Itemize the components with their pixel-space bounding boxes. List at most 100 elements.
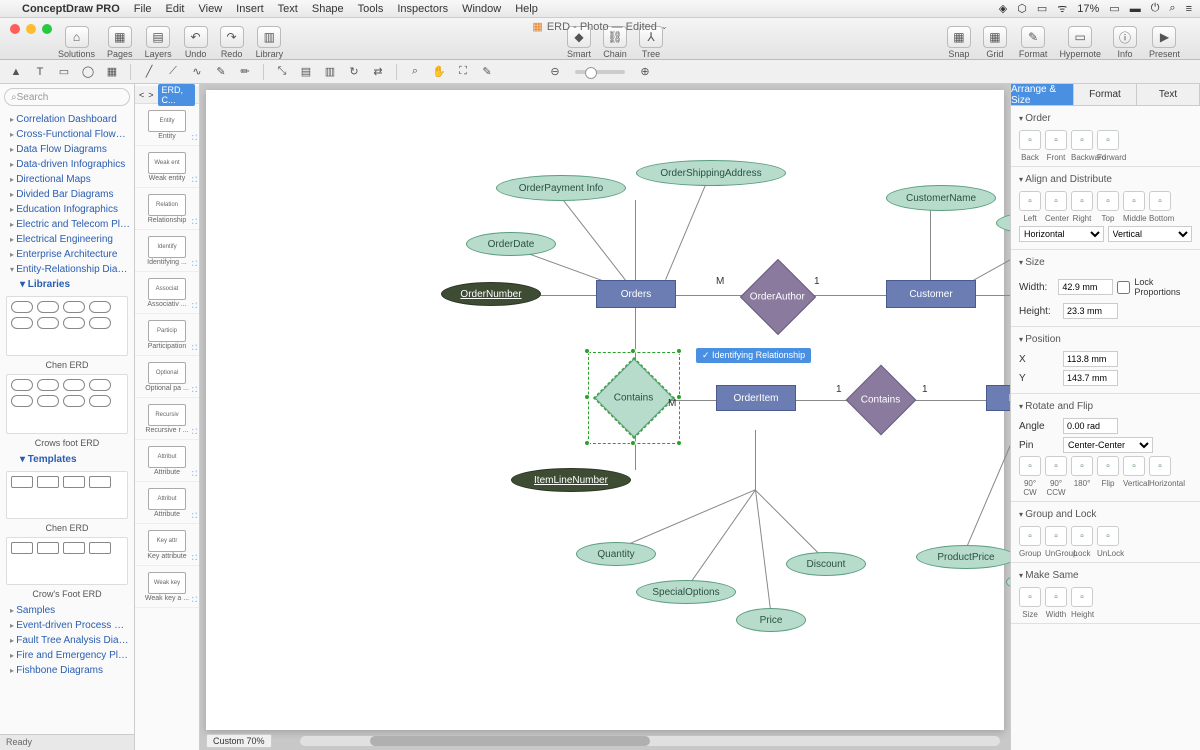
present-button[interactable]: ▶ [1152, 26, 1176, 48]
shape-attribute[interactable]: AttributAttribute⛶ [135, 482, 199, 524]
attr-producttype[interactable]: ProductType [1006, 570, 1010, 594]
zoom-slider[interactable] [575, 70, 625, 74]
selection-handle[interactable] [584, 440, 590, 446]
order-forward[interactable]: ▫ [1097, 130, 1119, 150]
eyedrop-tool[interactable]: ✎ [477, 63, 497, 81]
edge[interactable] [755, 490, 771, 610]
hypernote-button[interactable]: ▭ [1068, 26, 1092, 48]
toolbar-hypernote[interactable]: ▭Hypernote [1059, 26, 1101, 59]
toolbar-layers[interactable]: ▤Layers [145, 26, 172, 59]
order-back[interactable]: ▫ [1019, 130, 1041, 150]
nav-data-driven-infographics[interactable]: Data-driven Infographics [0, 157, 134, 172]
nav-electrical-engineering[interactable]: Electrical Engineering [0, 232, 134, 247]
y-input[interactable] [1063, 370, 1118, 386]
flip-tool[interactable]: ⇄ [368, 63, 388, 81]
image-tool[interactable]: ▦ [102, 63, 122, 81]
pages-button[interactable]: ▦ [108, 26, 132, 48]
entity-orders[interactable]: Orders [596, 280, 676, 308]
align-center[interactable]: ▫ [1045, 191, 1067, 211]
ellipse-tool[interactable]: ◯ [78, 63, 98, 81]
align-tool[interactable]: ▤ [296, 63, 316, 81]
width-input[interactable] [1058, 279, 1113, 295]
shape-key-attribute[interactable]: Key attrKey attribute⛶ [135, 524, 199, 566]
toolbar-snap[interactable]: ▦Snap [947, 26, 971, 59]
attr-itemlinenumber[interactable]: ItemLineNumber [511, 468, 631, 492]
section-rotate-and-flip[interactable]: Rotate and Flip [1019, 398, 1192, 415]
layers-button[interactable]: ▤ [146, 26, 170, 48]
display-icon[interactable]: ▭ [1037, 2, 1047, 15]
canvas-area[interactable]: OrderPayment InfoOrderShippingAddressCus… [200, 84, 1010, 750]
edge[interactable] [930, 210, 931, 280]
sync-icon[interactable]: ◈ [999, 2, 1007, 15]
arc-tool[interactable]: ⟋ [163, 63, 183, 81]
menu-shape[interactable]: Shape [312, 3, 344, 15]
library-button[interactable]: ▥ [257, 26, 281, 48]
attr-customeraddress[interactable]: CustomerAddress [996, 210, 1010, 236]
edge[interactable] [965, 410, 1010, 550]
nav-event-driven-process-chain[interactable]: Event-driven Process Chain [0, 618, 134, 633]
distribute-vertical[interactable]: Vertical [1108, 226, 1193, 242]
template-crow-s-foot-erd[interactable] [6, 537, 128, 585]
zoom-tool[interactable]: ⌕ [405, 63, 425, 81]
zoom-window-icon[interactable] [42, 24, 52, 34]
document-title[interactable]: ▦ ERD - Photo — Edited ⌄ [532, 20, 667, 33]
entity-orderitem[interactable]: OrderItem [716, 385, 796, 411]
nav-erd[interactable]: Entity-Relationship Diagram [0, 262, 134, 277]
section-make-same[interactable]: Make Same [1019, 567, 1192, 584]
shape-recursive-r-[interactable]: RecursivRecursive r ...⛶ [135, 398, 199, 440]
hand-tool[interactable]: ✋ [429, 63, 449, 81]
attr-orderpayment info[interactable]: OrderPayment Info [496, 175, 626, 201]
section-position[interactable]: Position [1019, 331, 1192, 348]
edge[interactable] [635, 200, 636, 280]
nav-cross-functional-flowcharts[interactable]: Cross-Functional Flowcharts [0, 127, 134, 142]
toolbar-format[interactable]: ✎Format [1019, 26, 1048, 59]
makesame-height[interactable]: ▫ [1071, 587, 1093, 607]
nav-directional-maps[interactable]: Directional Maps [0, 172, 134, 187]
nav-data-flow-diagrams[interactable]: Data Flow Diagrams [0, 142, 134, 157]
shape-participation[interactable]: ParticipParticipation⛶ [135, 314, 199, 356]
edge[interactable] [665, 185, 706, 280]
preview-chen-erd[interactable] [6, 296, 128, 356]
shape-associativ-[interactable]: AssociatAssociativ ...⛶ [135, 272, 199, 314]
solutions-button[interactable]: ⌂ [65, 26, 89, 48]
section-align-and-distribute[interactable]: Align and Distribute [1019, 171, 1192, 188]
attr-ordernumber[interactable]: OrderNumber [441, 282, 541, 306]
nav-divided-bar-diagrams[interactable]: Divided Bar Diagrams [0, 187, 134, 202]
pen-tool[interactable]: ✎ [211, 63, 231, 81]
line-tool[interactable]: ╱ [139, 63, 159, 81]
align-bottom[interactable]: ▫ [1149, 191, 1171, 211]
height-input[interactable] [1063, 303, 1118, 319]
rotate-90° ccw[interactable]: ▫ [1045, 456, 1067, 476]
app-name[interactable]: ConceptDraw PRO [22, 3, 120, 15]
menu-view[interactable]: View [199, 3, 223, 15]
group-ungroup[interactable]: ▫ [1045, 526, 1067, 546]
toolbar-redo[interactable]: ↷Redo [220, 26, 244, 59]
menu-text[interactable]: Text [278, 3, 298, 15]
rotate-180°[interactable]: ▫ [1071, 456, 1093, 476]
wifi-icon[interactable]: ᯤ [1057, 1, 1067, 16]
angle-input[interactable] [1063, 418, 1118, 434]
selection-handle[interactable] [676, 348, 682, 354]
order-backward[interactable]: ▫ [1071, 130, 1093, 150]
x-input[interactable] [1063, 351, 1118, 367]
align-left[interactable]: ▫ [1019, 191, 1041, 211]
entity-product[interactable]: Product [986, 385, 1010, 411]
attr-discount[interactable]: Discount [786, 552, 866, 576]
spotlight-icon[interactable]: ⌕ [1169, 2, 1175, 15]
rotate-flip[interactable]: ▫ [1097, 456, 1119, 476]
nav-samples[interactable]: Samples [0, 603, 134, 618]
text-tool[interactable]: T [30, 63, 50, 81]
shape-weak-key-a-[interactable]: Weak keyWeak key a ...⛶ [135, 566, 199, 608]
menu-window[interactable]: Window [462, 3, 501, 15]
pencil-tool[interactable]: ✏ [235, 63, 255, 81]
preview-crows-foot-erd[interactable] [6, 374, 128, 434]
edge[interactable] [755, 490, 826, 561]
group-group[interactable]: ▫ [1019, 526, 1041, 546]
toolbar-info[interactable]: ⓘInfo [1113, 26, 1137, 59]
order-front[interactable]: ▫ [1045, 130, 1067, 150]
connector-tool[interactable]: ⤡ [272, 63, 292, 81]
h-scrollbar[interactable] [300, 736, 1000, 746]
rect-tool[interactable]: ▭ [54, 63, 74, 81]
info-button[interactable]: ⓘ [1113, 26, 1137, 48]
distribute-tool[interactable]: ▥ [320, 63, 340, 81]
